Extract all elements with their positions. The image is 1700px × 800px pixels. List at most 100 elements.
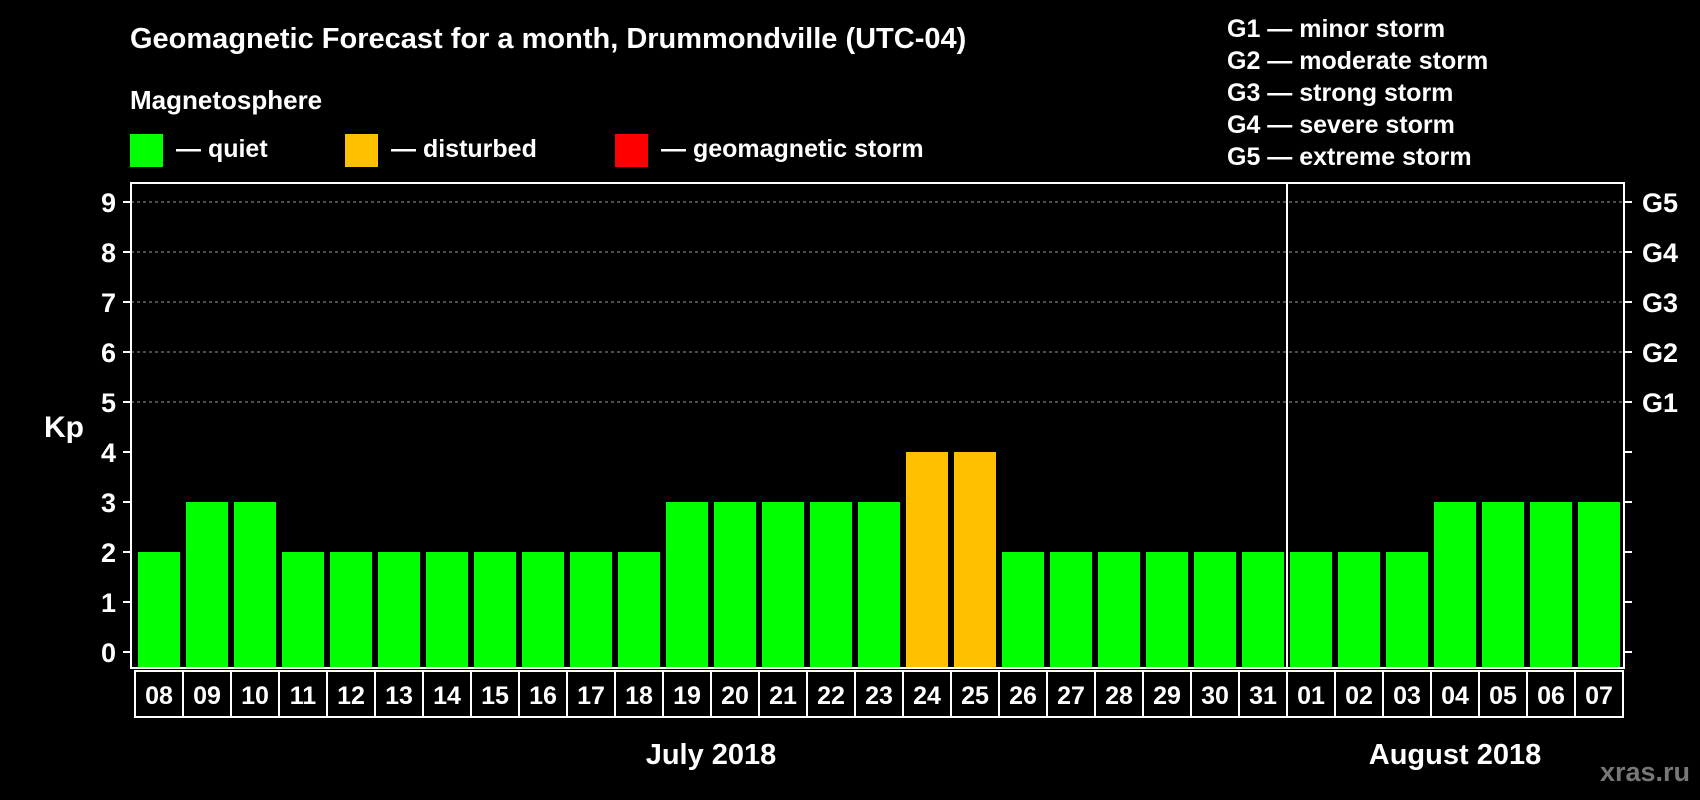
bar-31	[1242, 552, 1284, 668]
x-tick-label: 17	[577, 682, 605, 710]
x-tick-label: 16	[529, 682, 557, 710]
legend-label-disturbed: — disturbed	[391, 135, 537, 163]
legend-swatch-storm	[615, 134, 648, 167]
month-label: August 2018	[1369, 739, 1541, 771]
y-tick-label: 7	[101, 288, 116, 318]
x-tick-label: 08	[145, 682, 173, 710]
x-tick-label: 29	[1153, 682, 1181, 710]
legend-label-storm: — geomagnetic storm	[661, 135, 924, 163]
bar-28	[1098, 552, 1140, 668]
bar-18	[618, 552, 660, 668]
bar-14	[426, 552, 468, 668]
chart-title: Geomagnetic Forecast for a month, Drummo…	[130, 23, 966, 55]
grid-lines	[131, 201, 1624, 403]
bar-09	[186, 502, 228, 668]
bar-12	[330, 552, 372, 668]
x-tick-label: 10	[241, 682, 269, 710]
y-tick-label: 3	[101, 488, 116, 518]
x-cell-frame	[134, 670, 1624, 718]
x-tick-label: 05	[1489, 682, 1517, 710]
bar-02	[1338, 552, 1380, 668]
x-tick-label: 24	[913, 682, 941, 710]
bar-10	[234, 502, 276, 668]
chart-subtitle: Magnetosphere	[130, 85, 322, 115]
x-tick-label: 13	[385, 682, 413, 710]
y-tick-label: 4	[101, 438, 116, 468]
bar-13	[378, 552, 420, 668]
bar-26	[1002, 552, 1044, 668]
bar-30	[1194, 552, 1236, 668]
x-tick-label: 27	[1057, 682, 1085, 710]
y-tick-label: 6	[101, 338, 116, 368]
legend-swatch-disturbed	[345, 134, 378, 167]
y-tick-label: 9	[101, 188, 116, 218]
legend-label-quiet: — quiet	[176, 135, 268, 163]
storm-level-G4: G4	[1642, 238, 1678, 268]
month-labels: July 2018 August 2018	[646, 739, 1542, 771]
bar-27	[1050, 552, 1092, 668]
bar-17	[570, 552, 612, 668]
x-tick-label: 23	[865, 682, 893, 710]
bar-19	[666, 502, 708, 668]
x-tick-label: 06	[1537, 682, 1565, 710]
bar-21	[762, 502, 804, 668]
bar-24	[906, 452, 948, 668]
bar-22	[810, 502, 852, 668]
storm-legend-g5: G5 — extreme storm	[1227, 143, 1472, 171]
x-tick-label: 14	[433, 682, 461, 710]
x-tick-label: 09	[193, 682, 221, 710]
x-tick-label: 20	[721, 682, 749, 710]
x-tick-label: 28	[1105, 682, 1133, 710]
y-tick-label: 1	[101, 588, 116, 618]
x-tick-label: 22	[817, 682, 845, 710]
storm-legend-g4: G4 — severe storm	[1227, 111, 1455, 139]
bar-16	[522, 552, 564, 668]
storm-legend-g3: G3 — strong storm	[1227, 79, 1453, 107]
storm-level-G3: G3	[1642, 288, 1678, 318]
storm-level-G5: G5	[1642, 188, 1678, 218]
plot-frame	[130, 182, 1625, 669]
bars	[138, 452, 1620, 668]
bar-07	[1578, 502, 1620, 668]
bar-08	[138, 552, 180, 668]
storm-level-G1: G1	[1642, 388, 1678, 418]
storm-legend-g2: G2 — moderate storm	[1227, 47, 1488, 75]
month-label: July 2018	[646, 739, 777, 771]
x-tick-label: 21	[769, 682, 797, 710]
bar-01	[1290, 552, 1332, 668]
bar-25	[954, 452, 996, 668]
x-tick-label: 11	[290, 682, 317, 710]
bar-06	[1530, 502, 1572, 668]
x-tick-label: 12	[337, 682, 365, 710]
bar-05	[1482, 502, 1524, 668]
x-tick-label: 18	[625, 682, 653, 710]
x-category-labels: 08 09 10 11 12 13 14 15 16 17 18 19 20 21 22 23 24 25 26 27…	[134, 670, 1624, 718]
storm-tick-labels: G1 G2 G3 G4 G5	[1642, 188, 1678, 418]
y-tick-label: 5	[101, 388, 116, 418]
watermark: xras.ru	[1600, 757, 1690, 787]
x-tick-label: 30	[1201, 682, 1229, 710]
y-tick-labels: 0 1 2 3 4 5 6 7 8 9	[101, 188, 1632, 668]
status-legend: — quiet — disturbed — geomagnetic storm	[130, 134, 924, 167]
bar-20	[714, 502, 756, 668]
bar-29	[1146, 552, 1188, 668]
x-tick-label: 26	[1009, 682, 1037, 710]
x-tick-label: 19	[673, 682, 701, 710]
legend-swatch-quiet	[130, 134, 163, 167]
x-tick-label: 07	[1585, 682, 1613, 710]
axes	[130, 182, 1625, 669]
storm-legend-g1: G1 — minor storm	[1227, 15, 1445, 43]
y-tick-label: 0	[101, 638, 116, 668]
x-tick-label: 15	[481, 682, 509, 710]
bar-04	[1434, 502, 1476, 668]
bar-15	[474, 552, 516, 668]
bar-11	[282, 552, 324, 668]
y-tick-label: 2	[101, 538, 116, 568]
y-axis-label: Kp	[44, 411, 84, 444]
storm-level-legend: G1 — minor storm G2 — moderate storm G3 …	[1227, 15, 1488, 171]
x-tick-label: 02	[1345, 682, 1373, 710]
x-tick-label: 04	[1441, 682, 1469, 710]
y-tick-label: 8	[101, 238, 116, 268]
storm-level-G2: G2	[1642, 338, 1678, 368]
